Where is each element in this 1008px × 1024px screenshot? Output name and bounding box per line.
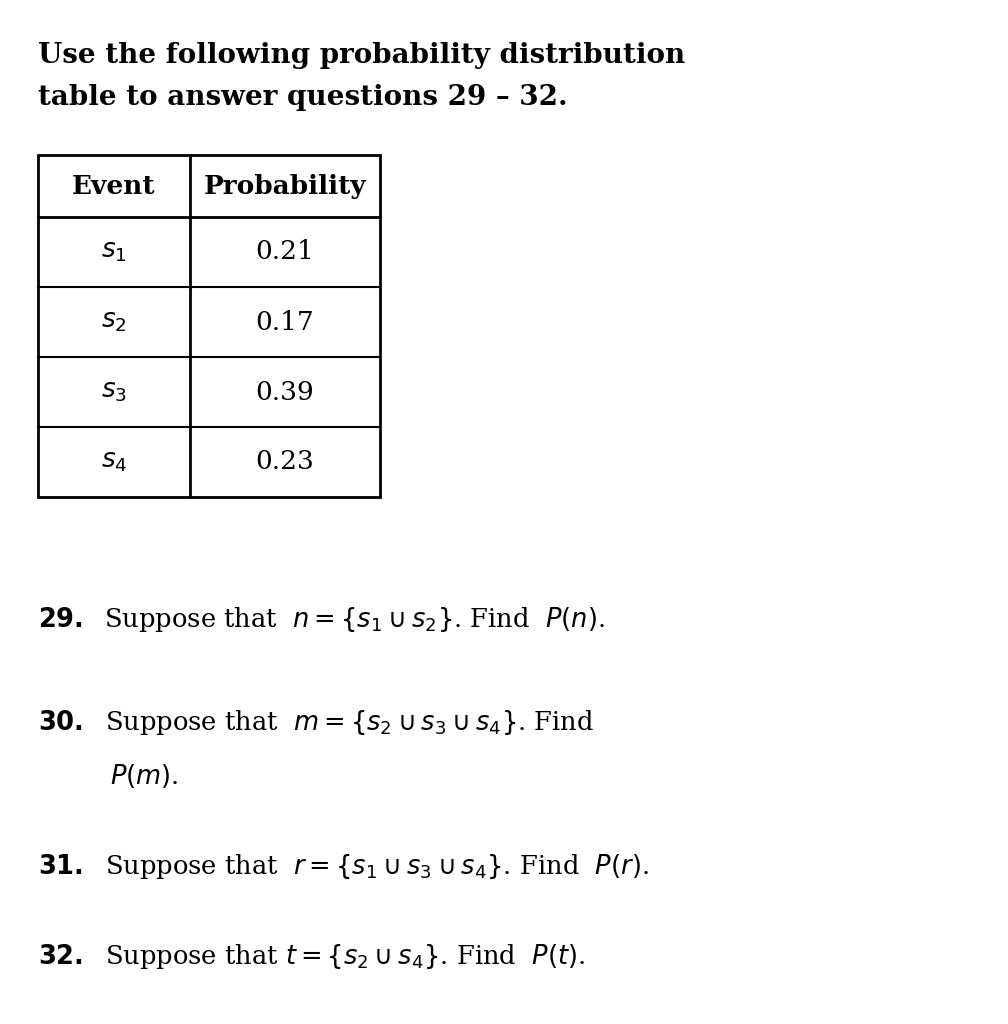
Text: $s_2$: $s_2$ bbox=[101, 309, 127, 335]
Bar bbox=[38, 155, 380, 497]
Text: Event: Event bbox=[73, 173, 156, 199]
Text: 0.23: 0.23 bbox=[256, 450, 314, 474]
Text: 0.17: 0.17 bbox=[256, 309, 314, 335]
Text: table to answer questions 29 – 32.: table to answer questions 29 – 32. bbox=[38, 84, 568, 111]
Text: $\mathbf{29.}$  Suppose that  $n =\{s_1 \cup s_2\}$. Find  $P(n)$.: $\mathbf{29.}$ Suppose that $n =\{s_1 \c… bbox=[38, 605, 605, 634]
Text: 0.39: 0.39 bbox=[256, 380, 314, 404]
Text: $s_1$: $s_1$ bbox=[101, 240, 127, 264]
Text: Use the following probability distribution: Use the following probability distributi… bbox=[38, 42, 685, 69]
Text: Probability: Probability bbox=[204, 173, 366, 199]
Text: $\mathbf{32.}$  Suppose that $t =\{s_2 \cup s_4\}$. Find  $P(t)$.: $\mathbf{32.}$ Suppose that $t =\{s_2 \c… bbox=[38, 942, 586, 971]
Text: $\mathbf{31.}$  Suppose that  $r =\{s_1 \cup s_3 \cup s_4\}$. Find  $P(r)$.: $\mathbf{31.}$ Suppose that $r =\{s_1 \c… bbox=[38, 852, 649, 881]
Text: $s_3$: $s_3$ bbox=[101, 380, 127, 404]
Text: $\mathbf{30.}$  Suppose that  $m =\{s_2 \cup s_3 \cup s_4\}$. Find: $\mathbf{30.}$ Suppose that $m =\{s_2 \c… bbox=[38, 708, 595, 737]
Text: $s_4$: $s_4$ bbox=[101, 450, 127, 474]
Text: $P(m)$.: $P(m)$. bbox=[110, 762, 178, 790]
Text: 0.21: 0.21 bbox=[256, 240, 314, 264]
